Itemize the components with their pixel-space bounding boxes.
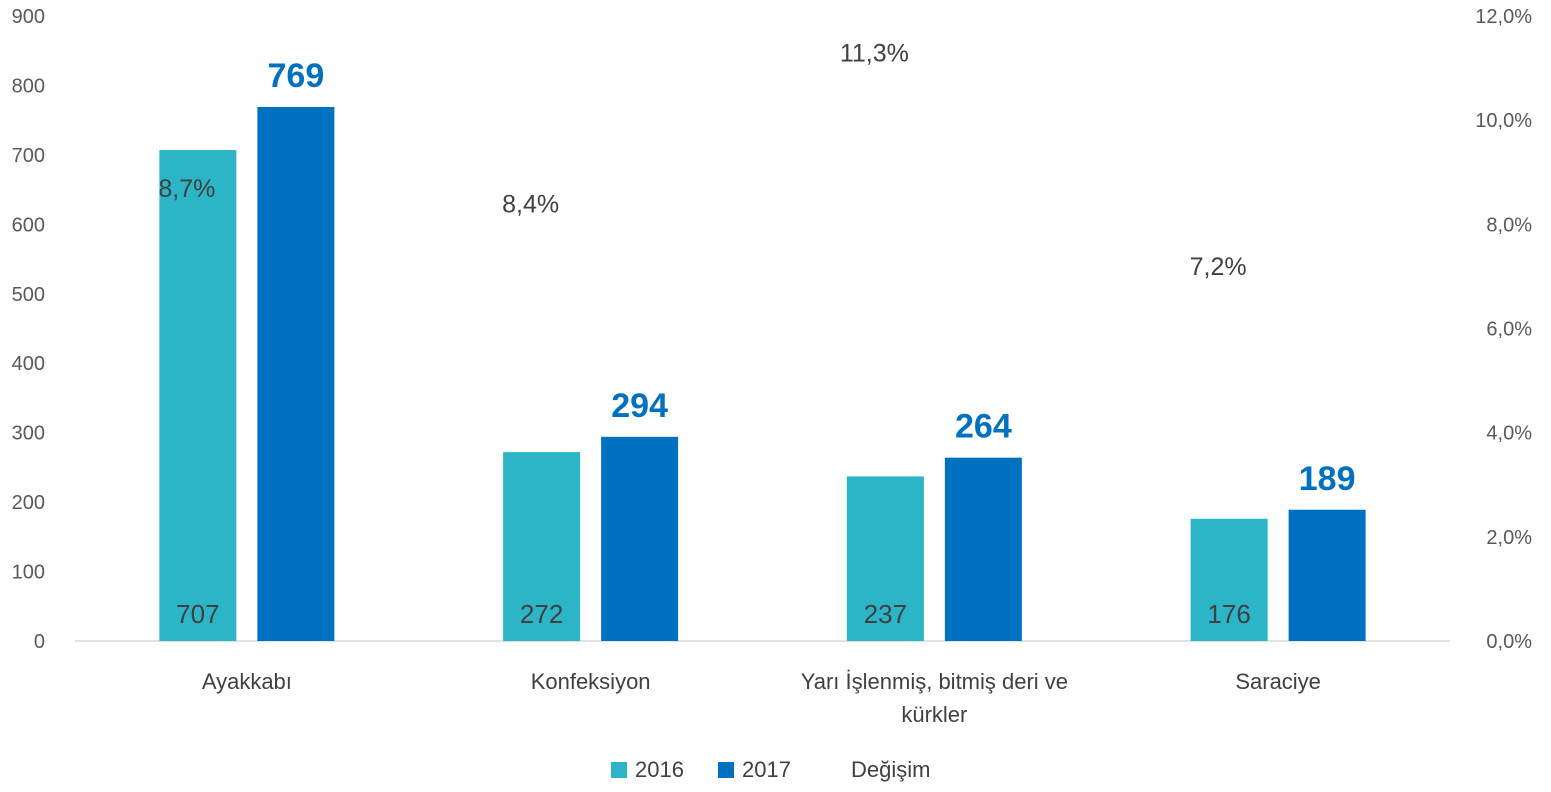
data-label-2016: 707 <box>176 599 219 629</box>
data-label-2017: 189 <box>1299 460 1356 498</box>
data-label-2017: 769 <box>268 57 325 95</box>
y-axis-left: 0 100 200 300 400 500 600 700 800 900 <box>12 6 45 653</box>
category-label: Konfeksiyon <box>531 669 651 694</box>
data-label-2016: 176 <box>1207 599 1250 629</box>
data-labels: 707 769 8,7% 272 294 8,4% 237 264 11,3% 176 189 7,2… <box>158 39 1355 629</box>
change-label: 11,3% <box>840 39 909 67</box>
category-label: Yarı İşlenmiş, bitmiş deri ve <box>801 669 1068 694</box>
legend-swatch-2017 <box>718 762 734 778</box>
y-tick-label: 300 <box>12 423 45 445</box>
bar-2017 <box>257 106 335 641</box>
y2-tick-label: 12,0% <box>1475 6 1532 28</box>
data-label-2017: 264 <box>955 408 1012 446</box>
bar-2017 <box>944 457 1022 641</box>
y2-tick-label: 0,0% <box>1486 631 1532 653</box>
category-label: Ayakkabı <box>202 669 292 694</box>
y-tick-label: 100 <box>12 562 45 584</box>
category-label: Saraciye <box>1235 669 1321 694</box>
y-tick-label: 700 <box>12 145 45 167</box>
legend: 2016 2017 Değişim <box>611 757 930 782</box>
change-label: 8,4% <box>502 191 559 219</box>
bar-2017 <box>1288 509 1366 641</box>
change-label: 8,7% <box>158 175 215 203</box>
y2-tick-label: 6,0% <box>1486 319 1532 341</box>
data-label-2016: 272 <box>520 599 563 629</box>
y-axis-right: 0,0% 2,0% 4,0% 6,0% 8,0% 10,0% 12,0% <box>1475 6 1532 653</box>
legend-label-2016: 2016 <box>635 757 684 782</box>
legend-label-change: Değişim <box>851 757 930 782</box>
y-tick-label: 500 <box>12 284 45 306</box>
y-tick-label: 0 <box>34 631 45 653</box>
data-label-2016: 237 <box>864 599 907 629</box>
y2-tick-label: 8,0% <box>1486 214 1532 236</box>
y-tick-label: 200 <box>12 492 45 514</box>
bar-2016 <box>503 452 581 641</box>
y2-tick-label: 4,0% <box>1486 423 1532 445</box>
legend-label-2017: 2017 <box>742 757 791 782</box>
change-label: 7,2% <box>1190 253 1247 281</box>
bar-2016 <box>1190 518 1268 641</box>
bar-2017 <box>601 436 679 641</box>
y-tick-label: 900 <box>12 6 45 28</box>
legend-swatch-2016 <box>611 762 627 778</box>
y-tick-label: 400 <box>12 353 45 375</box>
bars <box>159 106 1366 641</box>
y2-tick-label: 2,0% <box>1486 527 1532 549</box>
y-tick-label: 600 <box>12 214 45 236</box>
category-labels: Ayakkabı Konfeksiyon Yarı İşlenmiş, bitmiş… <box>202 669 1321 727</box>
bar-2016 <box>846 476 924 641</box>
y2-tick-label: 10,0% <box>1475 110 1532 132</box>
category-label: kürkler <box>901 702 967 727</box>
data-label-2017: 294 <box>611 387 668 425</box>
bar-2016 <box>159 150 237 641</box>
y-tick-label: 800 <box>12 75 45 97</box>
